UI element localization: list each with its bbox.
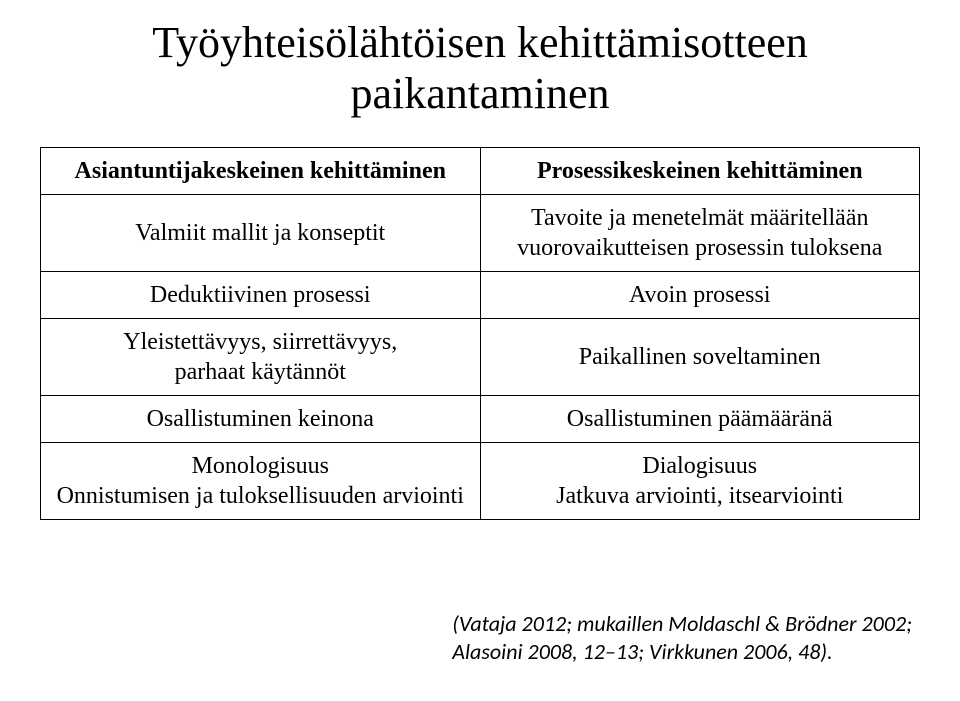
citation-line: Alasoini 2008, 12–13; Virkkunen 2006, 48…: [452, 638, 832, 665]
cell-text-line: vuorovaikutteisen prosessin tuloksena: [517, 235, 882, 261]
cell-text-line: Monologisuus: [192, 453, 329, 479]
table-row: Yleistettävyys, siirrettävyys, parhaat k…: [41, 319, 920, 396]
comparison-table: Asiantuntijakeskeinen kehittäminen Prose…: [40, 147, 920, 520]
title-line-1: Työyhteisölähtöisen kehittämisotteen: [152, 18, 808, 67]
cell-text-line: Yleistettävyys, siirrettävyys,: [123, 329, 397, 355]
cell-text-line: Dialogisuus: [642, 453, 757, 479]
header-left: Asiantuntijakeskeinen kehittäminen: [41, 148, 481, 195]
table-row: Osallistuminen keinona Osallistuminen pä…: [41, 396, 920, 443]
cell-text-line: parhaat käytännöt: [175, 359, 346, 385]
cell-left: Valmiit mallit ja konseptit: [41, 195, 481, 272]
slide: Työyhteisölähtöisen kehittämisotteen pai…: [0, 0, 960, 701]
page-title: Työyhteisölähtöisen kehittämisotteen pai…: [40, 18, 920, 119]
header-right: Prosessikeskeinen kehittäminen: [480, 148, 920, 195]
cell-text-line: Tavoite ja menetelmät määritellään: [531, 205, 869, 231]
cell-left: Deduktiivinen prosessi: [41, 272, 481, 319]
table-row: Valmiit mallit ja konseptit Tavoite ja m…: [41, 195, 920, 272]
cell-right: Paikallinen soveltaminen: [480, 319, 920, 396]
cell-right: Osallistuminen päämääränä: [480, 396, 920, 443]
cell-right: Tavoite ja menetelmät määritellään vuoro…: [480, 195, 920, 272]
citation: (Vataja 2012; mukaillen Moldaschl & Bröd…: [452, 610, 912, 665]
cell-right: Dialogisuus Jatkuva arviointi, itsearvio…: [480, 443, 920, 520]
cell-left: Monologisuus Onnistumisen ja tuloksellis…: [41, 443, 481, 520]
cell-text-line: Jatkuva arviointi, itsearviointi: [556, 483, 843, 509]
table-row: Monologisuus Onnistumisen ja tuloksellis…: [41, 443, 920, 520]
cell-right: Avoin prosessi: [480, 272, 920, 319]
table-header-row: Asiantuntijakeskeinen kehittäminen Prose…: [41, 148, 920, 195]
cell-left: Osallistuminen keinona: [41, 396, 481, 443]
cell-text-line: Onnistumisen ja tuloksellisuuden arvioin…: [57, 483, 464, 509]
table-row: Deduktiivinen prosessi Avoin prosessi: [41, 272, 920, 319]
cell-left: Yleistettävyys, siirrettävyys, parhaat k…: [41, 319, 481, 396]
citation-line: (Vataja 2012; mukaillen Moldaschl & Bröd…: [452, 610, 912, 637]
title-line-2: paikantaminen: [350, 69, 609, 118]
